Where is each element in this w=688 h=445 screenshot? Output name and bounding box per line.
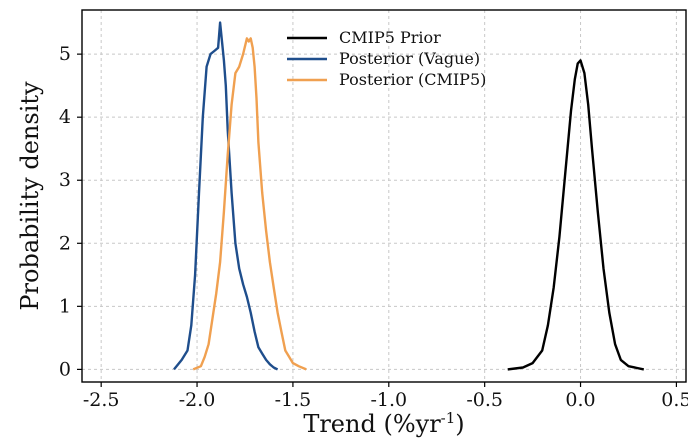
- y-tick-label: 0: [59, 358, 71, 380]
- x-axis-title-main: Trend (%yr: [303, 410, 441, 438]
- x-tick-label: 0.0: [565, 389, 595, 411]
- plot-frame: [81, 9, 687, 383]
- series-line-1: [173, 21, 279, 371]
- x-tick-label: 0.5: [661, 389, 688, 411]
- y-tick-label: 5: [59, 43, 71, 65]
- legend-label-1: Posterior (Vague): [339, 49, 480, 68]
- y-tick-label: 3: [59, 169, 71, 191]
- plot-series: [173, 21, 645, 371]
- y-tick-label: 1: [59, 295, 71, 317]
- x-tick-label: -1.5: [275, 389, 312, 411]
- y-tick-label: 4: [59, 106, 71, 128]
- series-line-0: [507, 59, 645, 371]
- x-axis-title-close: ): [455, 410, 464, 438]
- y-axis-title: Probability density: [16, 81, 44, 311]
- x-axis-title: Trend (%yr-1): [303, 409, 464, 438]
- x-axis-title-sup: -1: [441, 409, 456, 427]
- y-axis-ticks: 0 1 2 3 4 5: [59, 43, 82, 380]
- x-tick-label: -2.5: [83, 389, 120, 411]
- x-tick-label: -0.5: [466, 389, 503, 411]
- x-tick-label: -1.0: [370, 389, 407, 411]
- legend: CMIP5 Prior Posterior (Vague) Posterior (C…: [287, 28, 486, 89]
- grid-lines: [82, 10, 686, 382]
- y-tick-label: 2: [59, 232, 71, 254]
- x-tick-label: -2.0: [179, 389, 216, 411]
- legend-label-0: CMIP5 Prior: [339, 28, 441, 47]
- series-line-2: [192, 37, 307, 371]
- legend-label-2: Posterior (CMIP5): [339, 70, 486, 89]
- x-axis-ticks: -2.5 -2.0 -1.5 -1.0 -0.5 0.0 0.5: [83, 382, 688, 411]
